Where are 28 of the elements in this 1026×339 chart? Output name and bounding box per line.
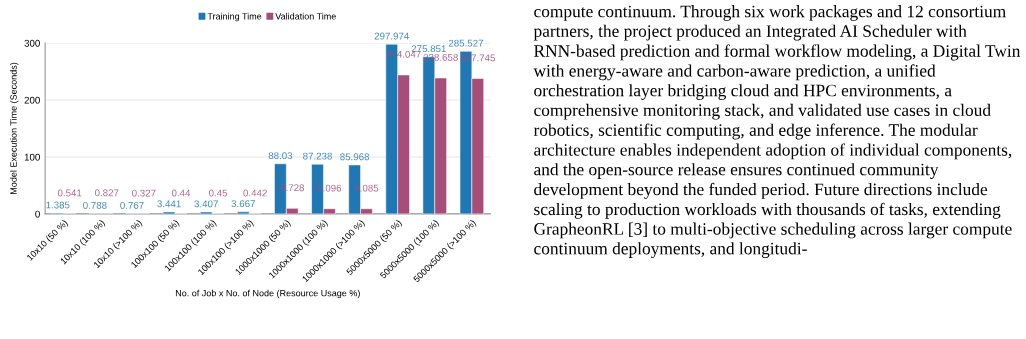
data-label: 0.442 [243,189,267,197]
text: compute continuum. Through six work packages and 12 consortium partners, the project produced an Integrated AI Scheduler with RNN-based prediction and formal workflow modeling, a Digital Twin with energy-aware and carbon-aware prediction, a unified orchestration layer bridging cloud and HPC environments, a comprehensive monitoring stack, and validated use cases in cloud robotics, scientific computing, and edge inference. The modular architecture enables independent adoption of individual components, and the open-source release ensures continued community development beyond the funded period. Future directions include scaling to production workloads with thousands of tasks, extending GrapheonRL [3] to multi-objective scheduling across larger compute continuum deployments, and longitudi- [533,5,1021,258]
data-label: 3.441 [157,200,181,208]
y-tick-label: 200 [24,96,40,104]
y-tick-label: 300 [24,39,40,47]
y-axis-title: Model Execution Time (Seconds) [10,62,19,194]
data-label: 275.851 [411,45,446,53]
data-label: 0.827 [94,189,119,197]
data-label: 88.03 [268,152,293,160]
data-label: 0.45 [208,189,228,197]
data-label: 0.767 [120,201,144,209]
data-label: 0.788 [83,201,107,209]
data-label: 85.968 [340,153,370,161]
data-label: 3.407 [194,200,218,208]
data-label: 297.974 [374,32,410,40]
data-label: 285.527 [448,39,484,47]
data-label: 238.658 [423,53,458,61]
legend-label: Training Time [207,12,262,22]
x-axis-title: No. of Job x No. of Node (Resource Usage %) [175,289,360,299]
data-label: 3.667 [231,200,255,208]
data-label: 1.385 [46,201,70,209]
data-label: 87.238 [303,152,332,160]
data-label: 0.327 [132,189,156,197]
data-label: 0.44 [171,189,191,197]
data-label: 0.541 [57,189,82,197]
y-tick-label: 100 [24,153,40,161]
y-tick-label: 0 [35,210,40,218]
legend-label: Validation Time [275,12,336,20]
